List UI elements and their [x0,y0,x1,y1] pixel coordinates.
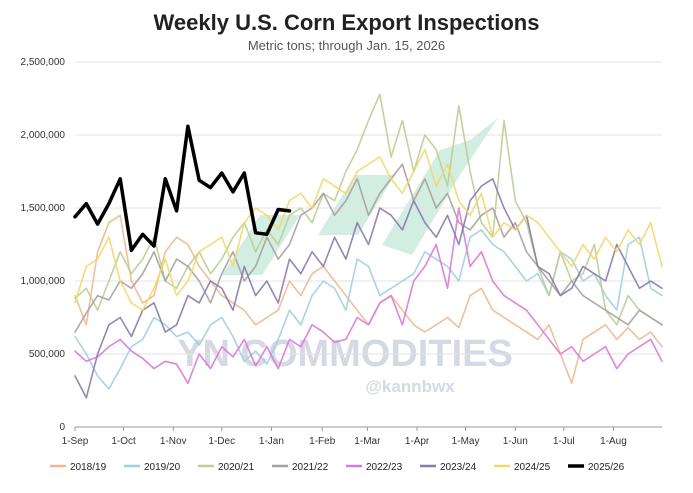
legend-label: 2023/24 [440,462,477,473]
series-line-2025-26 [73,124,292,253]
x-tick-label: 1-Nov [160,436,187,447]
watermark-slash-2 [318,175,395,235]
x-tick-label: 1-Jun [503,436,528,447]
watermark-slash-1 [222,215,300,275]
legend-label: 2021/22 [292,462,329,473]
y-tick-label: 2,000,000 [21,130,66,141]
y-tick-label: 500,000 [29,349,66,360]
series-line-2022-23 [74,207,663,385]
watermark-arrow [382,118,498,255]
x-tick-label: 1-Oct [111,436,136,447]
legend-label: 2022/23 [366,462,403,473]
x-tick-label: 1-Mar [354,436,381,447]
series-line-2023-24 [74,178,663,399]
chart-subtitle: Metric tons; through Jan. 15, 2026 [247,38,446,53]
x-tick-label: 1-Jul [553,436,575,447]
legend-label: 2024/25 [514,462,551,473]
x-tick-label: 1-Jan [259,436,284,447]
legend-label: 2019/20 [144,462,181,473]
y-tick-label: 1,500,000 [21,203,66,214]
legend-label: 2018/19 [70,462,107,473]
x-tick-label: 1-May [452,436,480,447]
x-tick-label: 1-Feb [309,436,336,447]
y-tick-label: 2,500,000 [21,57,66,68]
x-tick-label: 1-Apr [405,436,430,447]
watermark-handle: @kannbwx [365,377,455,396]
x-tick-label: 1-Sep [62,436,89,447]
x-tick-label: 1-Dec [208,436,235,447]
series-line-2019-20 [74,229,663,390]
series-line-2021-22 [74,163,663,333]
legend-label: 2020/21 [218,462,255,473]
series-line-2024-25 [74,148,663,312]
legend-label: 2025/26 [588,462,625,473]
x-tick-label: 1-Aug [600,436,627,447]
y-tick-label: 1,000,000 [21,276,66,287]
y-tick-label: 0 [59,422,65,433]
chart-title: Weekly U.S. Corn Export Inspections [153,10,540,35]
